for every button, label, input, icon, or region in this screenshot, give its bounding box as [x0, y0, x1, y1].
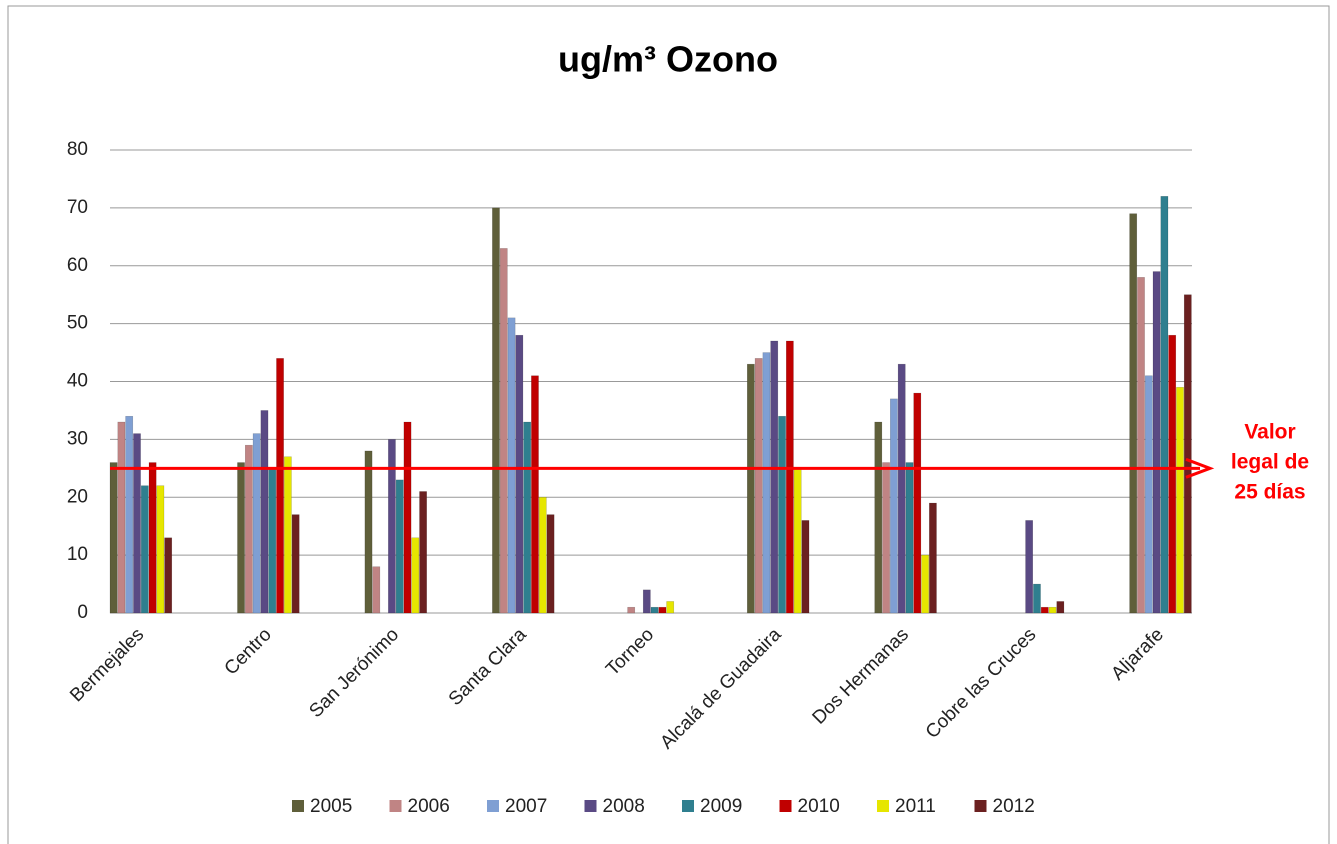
y-tick-label: 0 — [77, 602, 88, 623]
bar — [1160, 196, 1169, 614]
y-tick-label: 20 — [67, 486, 88, 507]
bar — [531, 375, 539, 614]
bar — [1168, 334, 1177, 614]
bar — [546, 514, 555, 614]
bar — [666, 601, 675, 614]
bar — [921, 554, 929, 614]
bar — [786, 340, 794, 614]
bar — [778, 415, 786, 614]
bar — [929, 502, 937, 614]
legend-swatch — [292, 800, 304, 812]
annotation: Valor — [1244, 421, 1295, 444]
bar — [897, 363, 906, 614]
bar — [156, 485, 165, 614]
bar — [515, 334, 524, 614]
bar — [395, 479, 404, 614]
legend: 2005 2006 2007 2008 2009 2010 2011 2012 — [292, 796, 1035, 817]
y-tick-label: 40 — [67, 371, 88, 392]
y-tick-label: 60 — [67, 255, 88, 276]
bar — [754, 358, 763, 614]
bar — [1040, 606, 1049, 614]
bar — [1033, 583, 1041, 614]
legend-label: 2011 — [895, 796, 936, 817]
bar — [801, 520, 810, 614]
annotation: 25 días — [1234, 481, 1305, 504]
bar — [523, 421, 531, 614]
legend-label: 2006 — [408, 796, 450, 817]
bar — [252, 433, 261, 614]
legend-swatch — [779, 800, 792, 812]
bar — [658, 606, 667, 614]
bar — [747, 363, 755, 614]
legend-swatch — [389, 800, 402, 812]
bar — [276, 358, 284, 614]
bar — [260, 410, 269, 614]
bar — [140, 485, 149, 614]
bar — [905, 462, 914, 614]
bar — [507, 317, 516, 614]
y-tick-label: 10 — [67, 544, 88, 565]
bar — [388, 439, 396, 614]
chart-title: ug/m³ Ozono — [558, 39, 778, 80]
bar — [245, 444, 253, 614]
bar — [762, 352, 771, 614]
legend-swatch — [877, 800, 889, 812]
bar — [492, 207, 500, 614]
legend-swatch — [487, 800, 499, 812]
bar — [133, 433, 141, 614]
legend-swatch — [584, 800, 597, 812]
bar — [372, 566, 381, 614]
bar — [109, 462, 118, 614]
legend-label: 2009 — [700, 796, 742, 817]
bar — [913, 392, 922, 614]
legend-label: 2012 — [993, 796, 1035, 817]
chart-frame — [7, 5, 1330, 844]
y-tick-label: 80 — [67, 139, 88, 160]
bar — [793, 468, 802, 614]
threshold-arrowhead — [1185, 457, 1215, 479]
bar — [291, 514, 300, 614]
bar — [284, 456, 292, 614]
annotation: legal de — [1231, 451, 1309, 474]
legend-label: 2005 — [310, 796, 352, 817]
bar — [1025, 520, 1034, 614]
bar — [1056, 601, 1065, 614]
bar — [1144, 375, 1153, 614]
bar — [364, 450, 373, 614]
bar — [148, 462, 157, 614]
bar — [642, 589, 651, 614]
bar — [237, 462, 245, 614]
bar — [117, 421, 126, 614]
legend-label: 2007 — [505, 796, 547, 817]
legend-label: 2010 — [798, 796, 840, 817]
bar — [1048, 606, 1057, 614]
bar — [1129, 213, 1138, 614]
bar — [125, 415, 134, 614]
y-tick-label: 50 — [67, 313, 88, 334]
y-tick-label: 70 — [67, 197, 88, 218]
bar — [882, 462, 890, 614]
bar — [164, 537, 173, 614]
bar — [650, 606, 659, 614]
bar — [874, 421, 883, 614]
bar — [403, 421, 412, 614]
bar — [770, 340, 779, 614]
bar — [1137, 277, 1145, 614]
bar — [627, 606, 636, 614]
bar — [1176, 387, 1184, 614]
bar — [1152, 271, 1161, 614]
bar — [538, 497, 547, 614]
bar — [268, 468, 277, 614]
y-tick-label: 30 — [67, 428, 88, 449]
legend-swatch — [682, 800, 694, 812]
bar — [411, 537, 420, 614]
bar — [419, 491, 427, 614]
bar — [890, 398, 898, 614]
bar — [1183, 294, 1192, 614]
bar — [499, 248, 508, 614]
legend-swatch — [974, 800, 987, 812]
legend-label: 2008 — [603, 796, 645, 817]
